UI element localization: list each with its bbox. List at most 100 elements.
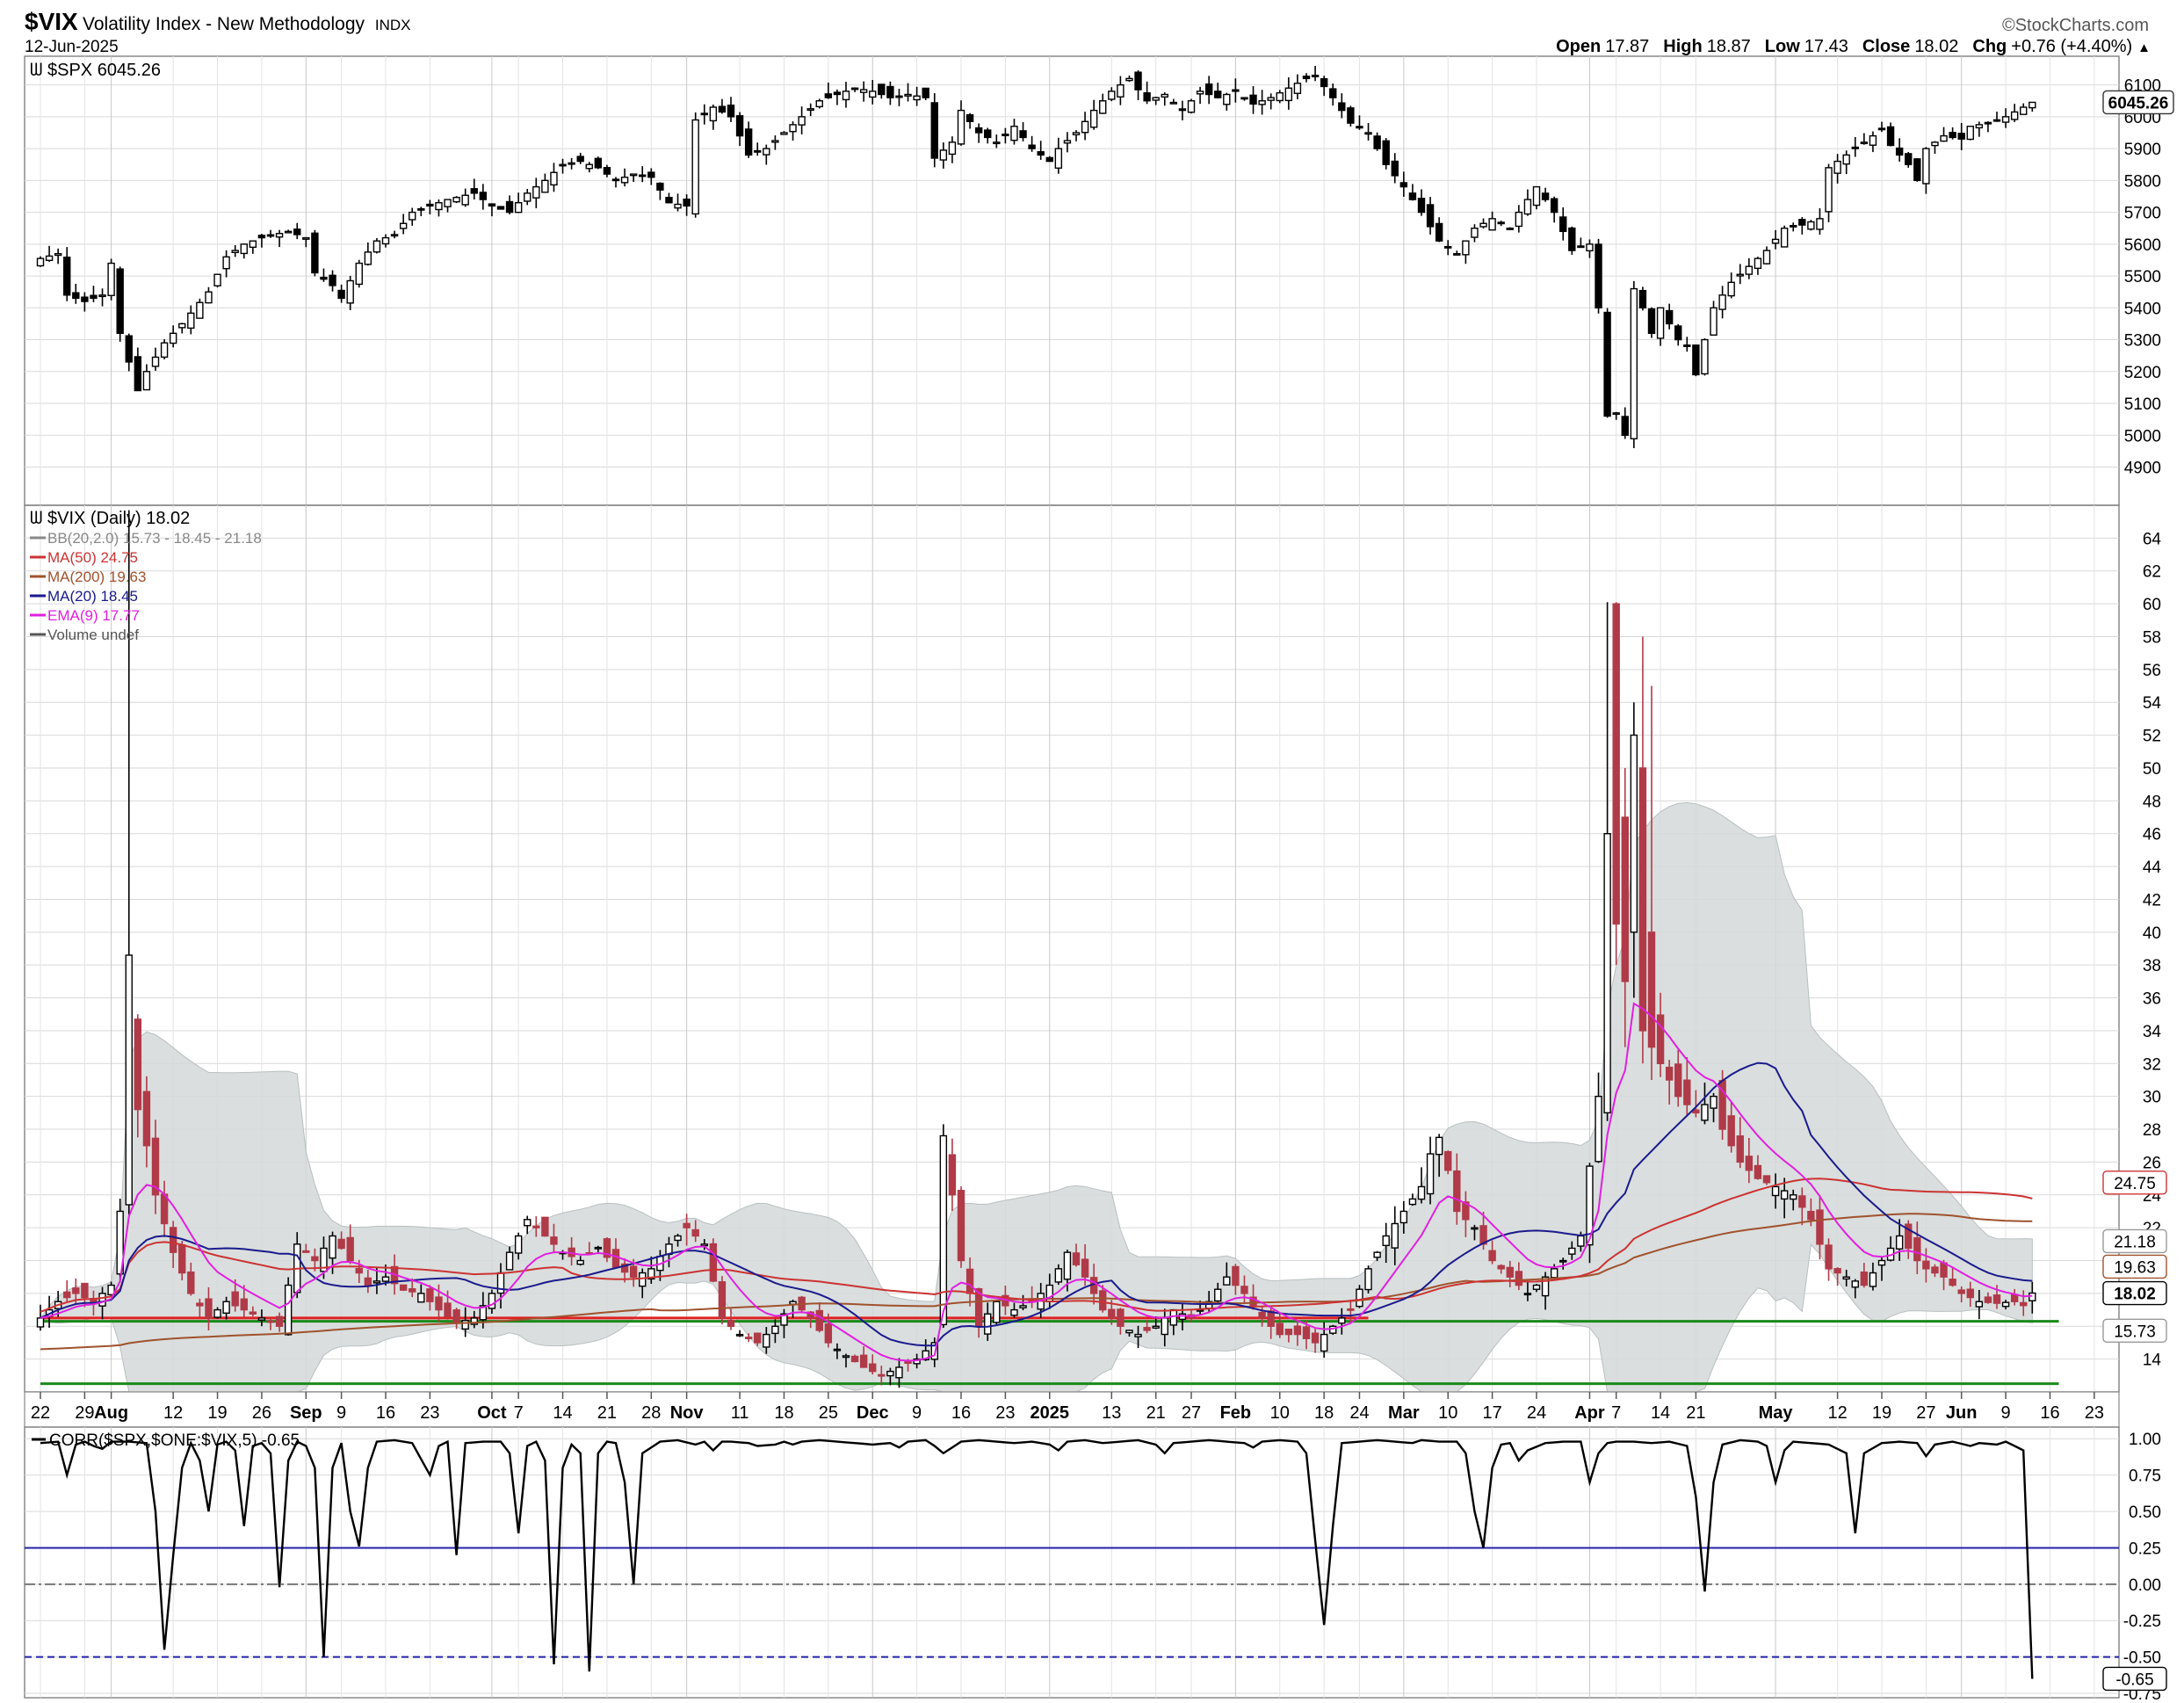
candle-body xyxy=(1479,1225,1487,1245)
candle xyxy=(1143,81,1151,105)
candle xyxy=(1143,1319,1151,1334)
candle xyxy=(302,236,310,248)
candle xyxy=(842,1353,850,1368)
candle-body xyxy=(311,232,319,274)
bb-legend: BB(20,2.0) 15.73 - 18.45 - 21.18 xyxy=(47,530,262,547)
candle xyxy=(550,1223,558,1253)
candle xyxy=(1931,1264,1939,1278)
candle xyxy=(1869,1262,1877,1291)
candle-body xyxy=(1727,281,1735,297)
candle xyxy=(1249,86,1257,114)
candle xyxy=(1161,92,1168,106)
candle xyxy=(1223,1262,1231,1286)
candle xyxy=(594,1245,603,1252)
candle-body xyxy=(1019,130,1027,139)
candle-body xyxy=(142,1091,151,1147)
candle xyxy=(1214,1282,1222,1303)
candle xyxy=(355,259,363,288)
candle-body xyxy=(1807,221,1815,230)
candle xyxy=(134,347,142,392)
candle xyxy=(1276,90,1284,104)
candle-body xyxy=(1674,1063,1682,1098)
candle-body xyxy=(409,211,416,221)
candle-body xyxy=(691,1228,699,1237)
candle xyxy=(1790,222,1797,232)
candle xyxy=(1966,126,1974,141)
ohlc-value: 17.43 xyxy=(1804,37,1848,56)
candle xyxy=(957,100,965,146)
candle xyxy=(1701,1082,1709,1125)
candle-body xyxy=(302,236,310,240)
candle-body xyxy=(815,1309,823,1331)
candle xyxy=(718,1276,727,1325)
candle-body xyxy=(1665,309,1674,325)
candle xyxy=(674,193,682,212)
candle-body xyxy=(532,1225,540,1228)
candle xyxy=(1373,1250,1381,1262)
candle xyxy=(1108,87,1116,102)
candle-body xyxy=(1408,1198,1417,1206)
candle-body xyxy=(1108,91,1116,100)
x-tick-label: 12 xyxy=(1827,1403,1847,1423)
candle-body xyxy=(417,207,425,211)
candle-body xyxy=(683,198,691,207)
candle-body xyxy=(444,199,452,207)
candle xyxy=(1984,121,1992,133)
candle-body xyxy=(1701,338,1709,375)
candle-body xyxy=(744,1337,753,1339)
candle-body xyxy=(364,1277,372,1286)
candle-body xyxy=(1054,1268,1063,1283)
candle-body xyxy=(240,243,248,255)
candle xyxy=(275,1312,284,1332)
candle-body xyxy=(683,1222,691,1228)
y-tick-label: 0.50 xyxy=(2129,1504,2161,1522)
candle xyxy=(1984,1292,1992,1304)
candle xyxy=(824,82,833,99)
candle-body xyxy=(718,1281,727,1319)
candle-body xyxy=(311,1256,319,1262)
candle xyxy=(993,134,1001,149)
ohlc-value: 17.87 xyxy=(1605,37,1649,56)
y-tick-label: 5100 xyxy=(2124,395,2161,414)
y-tick-label: 64 xyxy=(2143,530,2162,548)
candle xyxy=(142,1076,151,1168)
candle xyxy=(284,1277,293,1336)
candle xyxy=(1099,93,1107,114)
candle-body xyxy=(656,182,664,191)
ohlc-label: Close xyxy=(1862,37,1910,56)
last-value-text: 24.75 xyxy=(2114,1175,2156,1193)
candle xyxy=(1727,272,1735,299)
candle-body xyxy=(240,1298,248,1311)
candle xyxy=(187,1262,195,1296)
candle-body xyxy=(1408,192,1417,200)
candle-body xyxy=(727,105,735,118)
candle-body xyxy=(1506,1266,1514,1278)
candle-body xyxy=(1559,1259,1567,1263)
candle-body xyxy=(939,1134,948,1326)
candle xyxy=(1523,189,1532,216)
candle xyxy=(417,1284,425,1303)
candle xyxy=(1656,992,1665,1077)
candle-body xyxy=(337,289,345,300)
candle-body xyxy=(1329,1325,1337,1334)
candle xyxy=(257,234,266,248)
candle-body xyxy=(1276,91,1284,102)
x-tick-label: 2025 xyxy=(1031,1403,1070,1423)
x-tick-label: 16 xyxy=(951,1403,971,1423)
candle xyxy=(850,87,859,92)
candle-body xyxy=(125,954,133,1206)
candle xyxy=(1497,221,1505,227)
candle xyxy=(674,1234,682,1247)
last-value-tag xyxy=(2102,90,2174,115)
candle-body xyxy=(1161,1317,1168,1336)
candle-body xyxy=(1877,1259,1886,1266)
y-tick-label: 5900 xyxy=(2124,141,2161,159)
candle-body xyxy=(1453,252,1461,256)
candle xyxy=(231,1279,239,1312)
candle xyxy=(895,1358,903,1388)
candle-body xyxy=(479,1305,488,1321)
y-tick-label: 52 xyxy=(2143,728,2161,746)
candle xyxy=(1391,153,1399,184)
candle xyxy=(1816,1195,1824,1260)
candle xyxy=(1497,1264,1505,1274)
